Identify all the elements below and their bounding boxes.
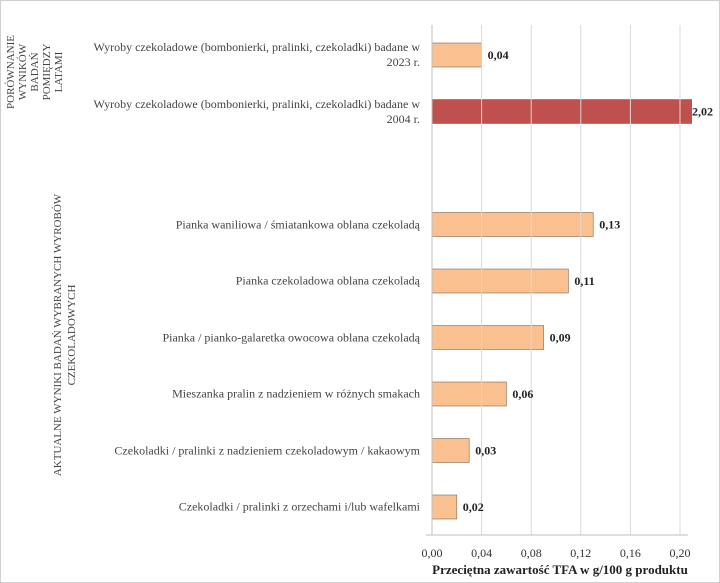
value-label: 0,03 xyxy=(475,444,496,458)
group-label-line: POMIĘDZY xyxy=(41,44,53,101)
group-label-line: PORÓWNANIE xyxy=(5,35,17,109)
y-tick-label: Wyroby czekoladowe (bombonierki, pralink… xyxy=(93,40,421,69)
x-axis-title: Przeciętna zawartość TFA w g/100 g produ… xyxy=(432,562,688,577)
bars xyxy=(431,42,692,520)
y-tick-label: Czekoladki / pralinki z nadzieniem czeko… xyxy=(114,443,420,457)
group-label-line: WYNIKÓW xyxy=(17,43,29,100)
x-tick-label: 0,00 xyxy=(422,546,443,560)
bar xyxy=(431,494,458,520)
y-tick-label: Pianka / pianko-galaretka owocowa oblana… xyxy=(162,330,420,344)
group-label: PORÓWNANIEWYNIKÓWBADAŃPOMIĘDZYLATAMI xyxy=(5,35,65,109)
group-label-line: BADAŃ xyxy=(29,52,41,91)
group-label-line: CZEKOLADOWYCH xyxy=(66,285,78,386)
value-label: 0,11 xyxy=(574,274,594,288)
bar xyxy=(431,381,507,407)
value-label: 0,02 xyxy=(463,500,484,514)
value-label: 0,04 xyxy=(488,48,509,62)
y-tick-label: Pianka czekoladowa oblana czekoladą xyxy=(235,273,420,288)
bar xyxy=(431,268,569,294)
y-tick-label: Wyroby czekoladowe (bombonierki, pralink… xyxy=(93,96,421,126)
x-tick-label: 0,08 xyxy=(521,546,542,560)
value-label: 0,13 xyxy=(599,218,620,232)
x-tick-label: 0,20 xyxy=(670,546,691,560)
group-label-line: AKTUALNE WYNIKI BADAŃ WYBRANYCH WYROBÓW xyxy=(52,193,64,476)
x-tick-label: 0,16 xyxy=(620,546,641,560)
bar xyxy=(431,438,470,463)
bar xyxy=(431,42,482,68)
y-tick-label: Czekoladki / pralinki z orzechami i/lub … xyxy=(178,499,420,514)
bar xyxy=(431,212,594,237)
value-label: 0,09 xyxy=(550,331,571,345)
x-tick-label: 0,04 xyxy=(471,546,492,560)
bar xyxy=(431,325,544,350)
y-tick-label: Mieszanka pralin z nadzieniem w różnych … xyxy=(172,386,420,401)
value-label: 0,06 xyxy=(512,387,533,401)
bar xyxy=(431,99,692,124)
group-label: AKTUALNE WYNIKI BADAŃ WYBRANYCH WYROBÓW C… xyxy=(52,193,78,476)
value-label: 2,02 xyxy=(692,105,713,119)
y-tick-label: Pianka waniliowa / śmiatankowa oblana cz… xyxy=(175,217,420,231)
x-tick-label: 0,12 xyxy=(570,546,591,560)
group-label-line: LATAMI xyxy=(53,51,65,92)
